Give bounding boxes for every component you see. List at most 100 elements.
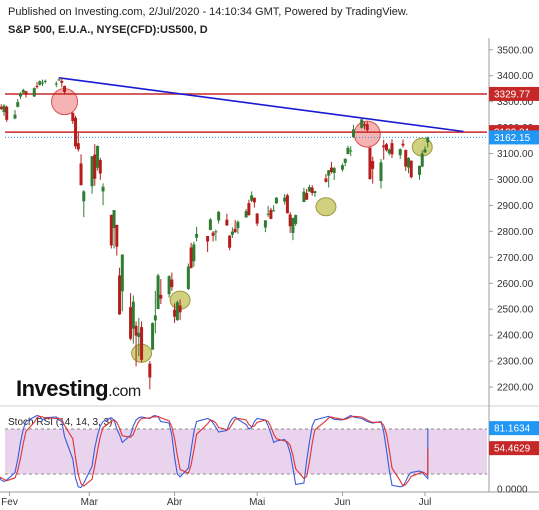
candle-down (79, 163, 83, 186)
candle-down (60, 80, 64, 83)
candle-down (329, 167, 333, 172)
time-tick-label: Mar (81, 497, 99, 508)
candle-up (120, 254, 124, 292)
price-tick-label: 3400.00 (497, 71, 534, 82)
candle-down (324, 178, 328, 182)
candle-down (115, 224, 119, 247)
rsi-value-label: 81.1634 (494, 424, 531, 435)
candle-down (0, 106, 3, 109)
candle-down (76, 143, 80, 150)
time-tick-label: Fev (1, 497, 18, 508)
candle-down (206, 236, 210, 242)
candle-up (346, 147, 350, 155)
candle-up (32, 88, 36, 97)
candle-down (93, 154, 97, 179)
rsi-value-tag (489, 441, 539, 456)
candle-down (401, 143, 405, 146)
candle-up (272, 210, 276, 212)
candle-up (208, 219, 212, 231)
candle-down (71, 112, 75, 122)
price-tick-label: 2500.00 (497, 305, 534, 316)
candle-down (118, 275, 122, 315)
candle-up (38, 81, 42, 85)
candle-up (340, 165, 344, 170)
candle-up (302, 191, 306, 203)
candle-up (19, 93, 23, 97)
price-tick-label: 2600.00 (497, 279, 534, 290)
resistance-price-label: 3329.77 (494, 89, 531, 100)
candle-up (41, 82, 45, 84)
candle-up (186, 266, 190, 289)
candle-up (351, 129, 355, 138)
candle-up (327, 170, 331, 176)
rsi-value-tag (489, 421, 539, 436)
candle-up (420, 153, 424, 167)
candle-up (236, 221, 240, 229)
candle-up (406, 157, 410, 168)
candle-up (387, 149, 391, 154)
candle-down (74, 117, 78, 147)
price-tick-label: 2300.00 (497, 357, 534, 368)
candle-up (90, 156, 94, 187)
candle-down (310, 187, 314, 193)
candle-down (225, 219, 229, 226)
candle-up (13, 114, 17, 119)
candle-up (167, 276, 171, 295)
last-price-label: 3162.15 (494, 133, 531, 144)
logo-suffix: .com (108, 383, 141, 400)
price-tick-label: 3300.00 (497, 97, 534, 108)
candle-up (82, 191, 86, 202)
candle-up (349, 150, 353, 152)
rsi-value-label: 54.4629 (494, 444, 531, 455)
candle-down (170, 279, 174, 288)
candle-up (16, 102, 20, 107)
candle-down (382, 145, 386, 148)
candle-up (54, 83, 58, 85)
candle-down (305, 192, 309, 200)
candle-up (101, 186, 105, 192)
candle-up (426, 137, 430, 143)
price-tick-label: 3000.00 (497, 175, 534, 186)
candle-up (195, 233, 199, 238)
candle-up (263, 220, 267, 228)
candle-up (131, 301, 135, 329)
published-note: Published on Investing.com, 2/Jul/2020 -… (8, 6, 409, 18)
price-tick-label: 3100.00 (497, 149, 534, 160)
candle-down (252, 197, 256, 203)
logo-main: Investing (16, 376, 109, 401)
candle-up (175, 302, 179, 321)
price-tick-label: 2400.00 (497, 331, 534, 342)
candle-up (151, 322, 155, 350)
candle-up (343, 158, 347, 163)
descending-trendline (58, 77, 464, 133)
candle-down (173, 309, 177, 317)
candle-down (362, 124, 366, 126)
candle-up (332, 168, 336, 174)
candle-down (390, 143, 394, 155)
candle-up (43, 80, 47, 82)
candle-down (159, 294, 163, 299)
candle-up (57, 79, 61, 81)
stoch-rsi-title: Stoch RSI (14, 14, 3, 3) (8, 417, 113, 428)
price-tick-label: 3500.00 (497, 45, 534, 56)
candle-up (230, 231, 234, 235)
resistance-price-tag (489, 86, 539, 101)
candle-down (178, 305, 182, 313)
stoch-rsi-k-line (0, 414, 429, 489)
candle-down (233, 228, 237, 233)
candle-down (63, 86, 67, 93)
candle-up (283, 197, 287, 202)
candle-down (109, 214, 113, 246)
candle-up (192, 244, 196, 262)
candle-down (285, 195, 289, 214)
candle-up (360, 119, 364, 128)
candle-up (379, 162, 383, 182)
candle-up (137, 332, 141, 337)
candle-up (398, 149, 402, 156)
candle-up (313, 191, 317, 193)
time-tick-label: Jul (419, 497, 432, 508)
candle-down (365, 124, 369, 131)
candle-down (140, 327, 144, 360)
symbol-title: S&P 500, E.U.A., NYSE(CFD):US500, D (8, 24, 208, 36)
price-pane (5, 42, 487, 400)
